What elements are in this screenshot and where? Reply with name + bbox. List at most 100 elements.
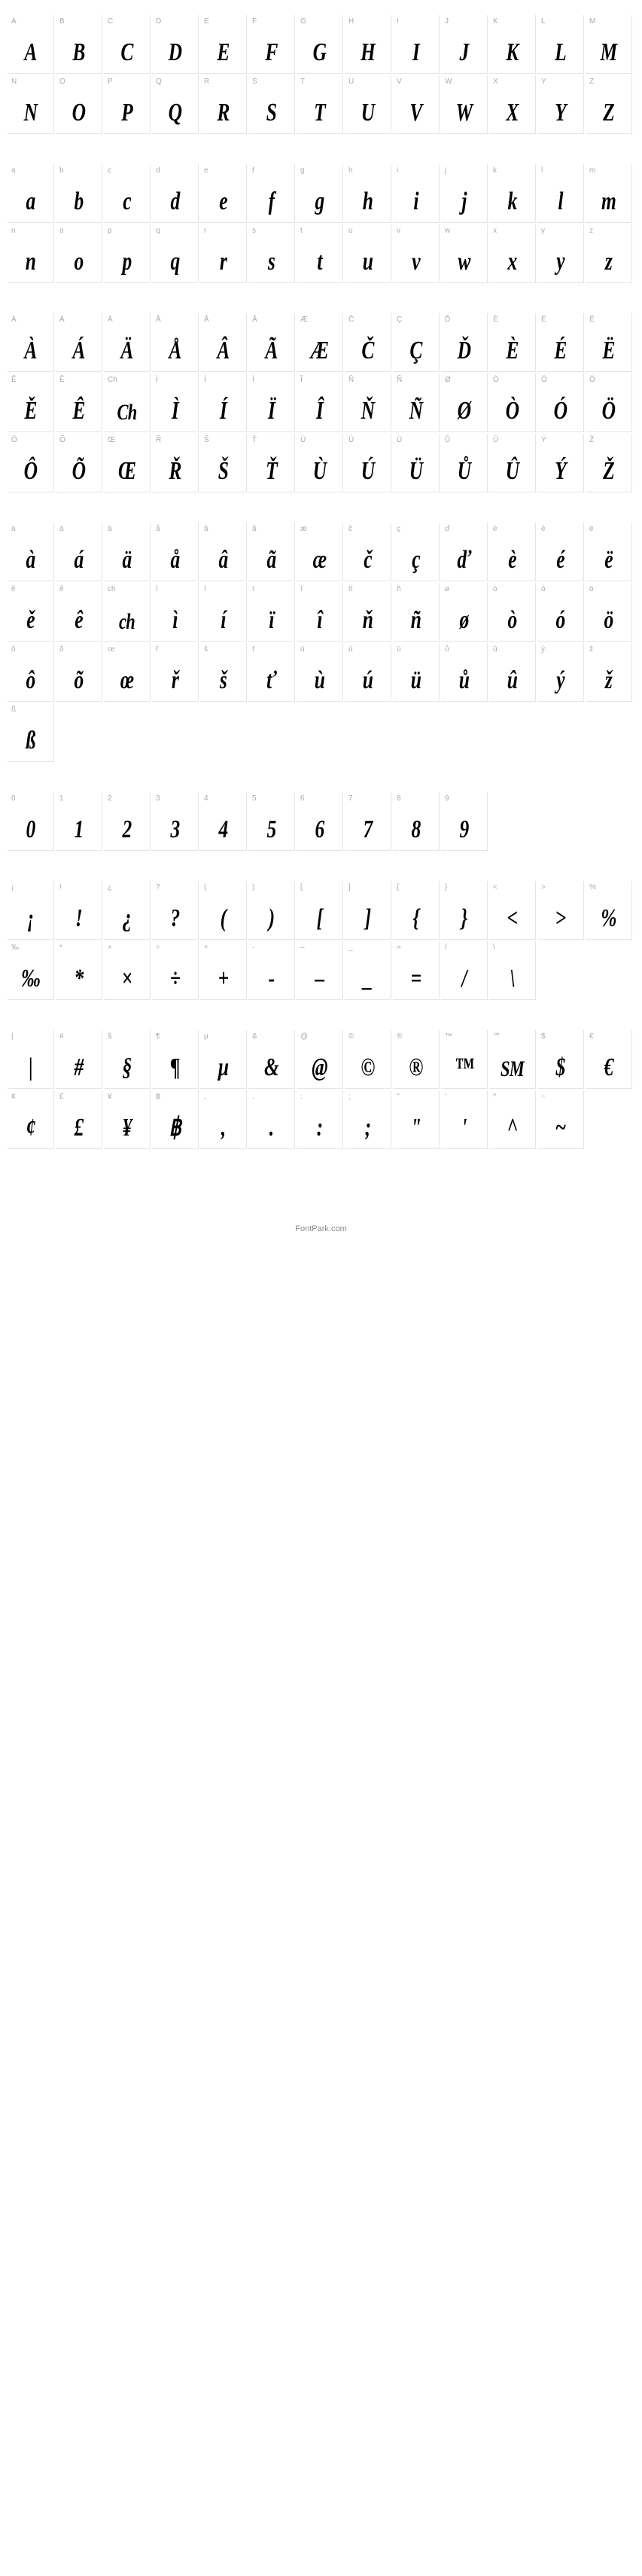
glyph-label: Ú	[348, 436, 354, 444]
glyph-label: 5	[252, 794, 257, 803]
glyph-label: Ö	[589, 376, 595, 384]
glyph-display: Ď	[447, 337, 482, 365]
glyph-cell: ¥¥	[104, 1090, 151, 1149]
glyph-display: 7	[351, 815, 385, 844]
glyph-cell: ÁÁ	[56, 313, 102, 372]
glyph-cell: ââ	[200, 523, 247, 581]
glyph-display: ç	[399, 546, 434, 575]
glyph-cell: ÈÈ	[489, 313, 536, 372]
glyph-label: N	[11, 78, 17, 86]
glyph-label: n	[11, 227, 16, 235]
glyph-display: Ö	[592, 397, 626, 425]
glyph-display: W	[447, 99, 482, 127]
glyph-label: Ů	[445, 436, 450, 444]
glyph-cell: ÓÓ	[537, 373, 584, 432]
glyph-cell: 22	[104, 792, 151, 851]
glyph-display: r	[206, 248, 241, 276]
glyph-cell: ff	[248, 164, 295, 223]
glyph-display: ï	[254, 606, 289, 635]
glyph-label: Q	[156, 78, 162, 86]
glyph-cell: <<	[489, 881, 536, 940]
glyph-label: ù	[300, 645, 305, 654]
glyph-display: I	[399, 38, 434, 67]
glyph-label: Ò	[493, 376, 499, 384]
glyph-label: l	[541, 166, 543, 175]
glyph-display: š	[206, 666, 241, 695]
glyph-display: ů	[447, 666, 482, 695]
glyph-display: $	[543, 1053, 578, 1082]
glyph-display: Ï	[254, 397, 289, 425]
glyph-label: *	[59, 944, 62, 952]
glyph-cell: €€	[586, 1030, 632, 1089]
glyph-display: 8	[399, 815, 434, 844]
glyph-label: ü	[397, 645, 401, 654]
glyph-label: ä	[108, 525, 112, 533]
glyph-label: Ñ	[397, 376, 402, 384]
glyph-label: o	[59, 227, 64, 235]
glyph-label: }	[445, 883, 447, 892]
glyph-label: L	[541, 17, 546, 26]
glyph-cell: ))	[248, 881, 295, 940]
glyph-label: §	[108, 1032, 112, 1041]
glyph-cell: YY	[537, 75, 584, 134]
glyph-label: Ý	[541, 436, 546, 444]
glyph-label: £	[59, 1093, 64, 1101]
glyph-label: T	[300, 78, 305, 86]
glyph-display: %	[592, 904, 626, 933]
glyph-display: ť	[254, 666, 289, 695]
glyph-label: B	[59, 17, 65, 26]
glyph-display: Ä	[110, 337, 145, 365]
glyph-label: ]	[348, 883, 351, 892]
glyph-cell: ((	[200, 881, 247, 940]
glyph-display: É	[543, 337, 578, 365]
glyph-display: Y	[543, 99, 578, 127]
glyph-label: Ô	[11, 436, 17, 444]
glyph-display: R	[206, 99, 241, 127]
glyph-label: Ã	[252, 316, 257, 324]
glyph-label: 6	[300, 794, 305, 803]
glyph-cell: ññ	[393, 583, 440, 642]
glyph-cell: WW	[441, 75, 488, 134]
glyph-display: ;	[351, 1114, 385, 1142]
glyph-label: b	[59, 166, 64, 175]
glyph-cell: ZZ	[586, 75, 632, 134]
glyph-cell: ÊÊ	[56, 373, 102, 432]
glyph-cell: pp	[104, 224, 151, 283]
glyph-cell: yy	[537, 224, 584, 283]
glyph-label: Z	[589, 78, 594, 86]
glyph-cell: ÄÄ	[104, 313, 151, 372]
glyph-cell: {{	[393, 881, 440, 940]
glyph-cell: __	[345, 941, 391, 1000]
glyph-label: ¶	[156, 1032, 160, 1041]
glyph-display: j	[447, 187, 482, 216]
glyph-cell: ÜÜ	[393, 434, 440, 492]
glyph-display: §	[110, 1053, 145, 1082]
glyph-cell: òò	[489, 583, 536, 642]
glyph-label: ů	[445, 645, 449, 654]
glyph-label: !	[59, 883, 62, 892]
glyph-display: 6	[303, 815, 337, 844]
glyph-label: (	[204, 883, 206, 892]
glyph-label: $	[541, 1032, 546, 1041]
glyph-cell: šš	[200, 643, 247, 702]
glyph-cell: 66	[297, 792, 343, 851]
glyph-cell: ==	[393, 941, 440, 1000]
glyph-display: è	[495, 546, 530, 575]
glyph-cell: řř	[152, 643, 199, 702]
glyph-cell: PP	[104, 75, 151, 134]
glyph-cell: AA	[8, 15, 54, 74]
glyph-display: X	[495, 99, 530, 127]
glyph-display: Ř	[158, 457, 193, 486]
glyph-display: î	[303, 606, 337, 635]
glyph-cell: CC	[104, 15, 151, 74]
glyph-cell: OO	[56, 75, 102, 134]
glyph-label: 1	[59, 794, 64, 803]
glyph-display: e	[206, 187, 241, 216]
glyph-cell: úú	[345, 643, 391, 702]
glyph-cell: §§	[104, 1030, 151, 1089]
glyph-display: s	[254, 248, 289, 276]
glyph-label: 4	[204, 794, 208, 803]
glyph-cell: kk	[489, 164, 536, 223]
glyph-cell: ++	[200, 941, 247, 1000]
glyph-cell: ßß	[8, 703, 54, 762]
